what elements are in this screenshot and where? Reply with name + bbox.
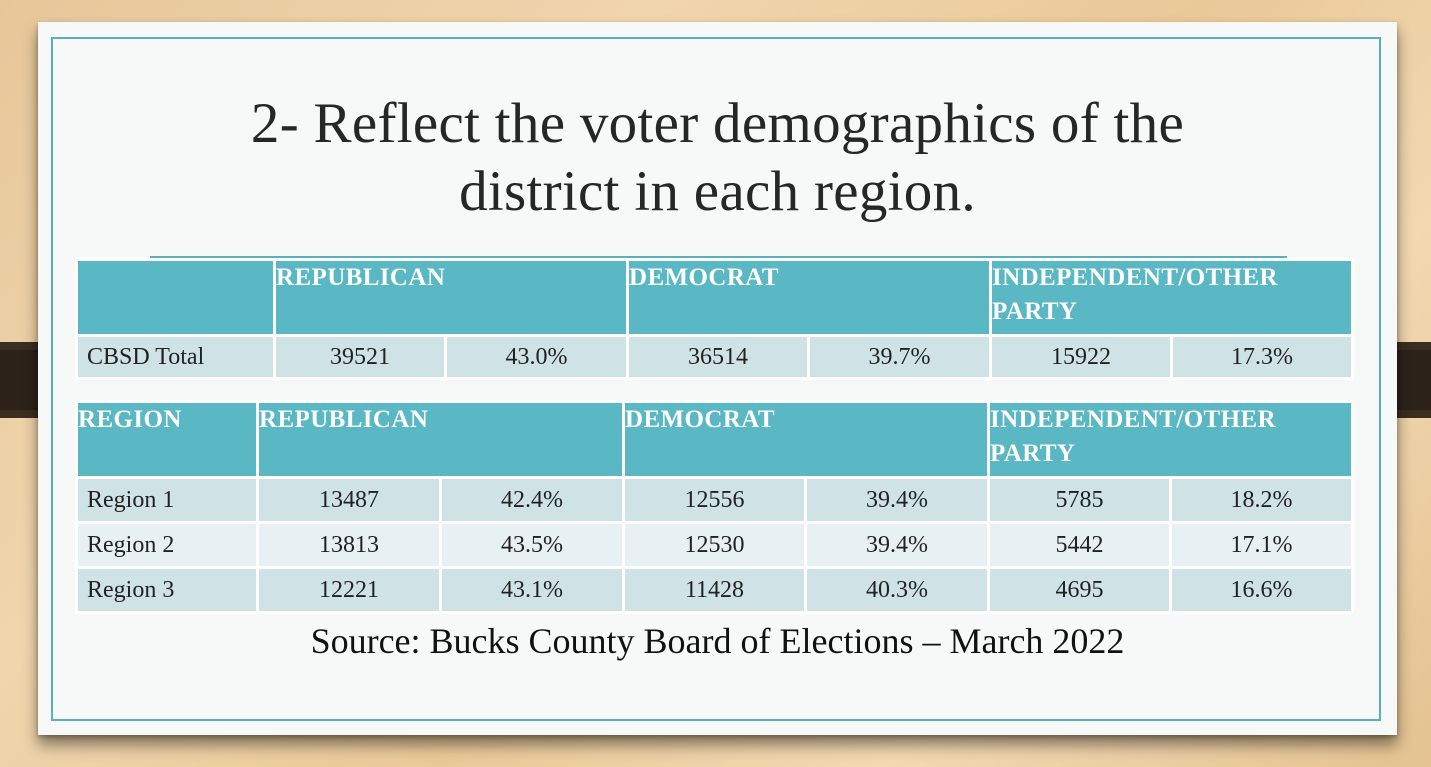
- democrat-percent: 39.4%: [804, 521, 990, 569]
- title-line-1: 2- Reflect the voter demographics of the: [250, 92, 1185, 155]
- democrat-count: 12556: [622, 476, 807, 524]
- slide-frame: [51, 37, 1381, 721]
- independent-percent: 17.1%: [1169, 521, 1354, 569]
- slide-title: 2- Reflect the voter demographics of the…: [98, 90, 1337, 226]
- republican-percent: 43.0%: [444, 334, 629, 380]
- row-label: CBSD Total: [75, 334, 276, 380]
- table-row: Region 3 12221 43.1% 11428 40.3% 4695 16…: [75, 566, 1354, 614]
- header-cell-blank: [75, 258, 276, 337]
- header-democrat: DEMOCRAT: [626, 258, 992, 337]
- region-table-header: REGION REPUBLICAN DEMOCRAT INDEPENDENT/O…: [75, 400, 1354, 479]
- header-independent: INDEPENDENT/OTHER PARTY: [987, 400, 1354, 479]
- header-region: REGION: [75, 400, 259, 479]
- header-independent: INDEPENDENT/OTHER PARTY: [989, 258, 1354, 337]
- republican-percent: 42.4%: [439, 476, 625, 524]
- republican-count: 13813: [256, 521, 442, 569]
- republican-percent: 43.5%: [439, 521, 625, 569]
- democrat-count: 11428: [622, 566, 807, 614]
- header-republican: REPUBLICAN: [256, 400, 625, 479]
- independent-percent: 16.6%: [1169, 566, 1354, 614]
- row-label: Region 3: [75, 566, 259, 614]
- republican-count: 39521: [273, 334, 447, 380]
- table-row: Region 1 13487 42.4% 12556 39.4% 5785 18…: [75, 476, 1354, 524]
- democrat-percent: 39.4%: [804, 476, 990, 524]
- independent-percent: 18.2%: [1169, 476, 1354, 524]
- slide: 2- Reflect the voter demographics of the…: [38, 22, 1397, 735]
- row-label: Region 1: [75, 476, 259, 524]
- republican-count: 12221: [256, 566, 442, 614]
- title-line-2: district in each region.: [459, 160, 976, 223]
- table-row: Region 2 13813 43.5% 12530 39.4% 5442 17…: [75, 521, 1354, 569]
- total-table-header: REPUBLICAN DEMOCRAT INDEPENDENT/OTHER PA…: [75, 258, 1354, 337]
- republican-percent: 43.1%: [439, 566, 625, 614]
- title-divider: [150, 256, 1287, 258]
- independent-count: 5442: [987, 521, 1172, 569]
- independent-count: 4695: [987, 566, 1172, 614]
- democrat-count: 12530: [622, 521, 807, 569]
- independent-count: 15922: [989, 334, 1173, 380]
- democrat-count: 36514: [626, 334, 810, 380]
- table-row: CBSD Total 39521 43.0% 36514 39.7% 15922…: [75, 334, 1354, 380]
- row-label: Region 2: [75, 521, 259, 569]
- democrat-percent: 40.3%: [804, 566, 990, 614]
- independent-count: 5785: [987, 476, 1172, 524]
- header-democrat: DEMOCRAT: [622, 400, 990, 479]
- region-table: REGION REPUBLICAN DEMOCRAT INDEPENDENT/O…: [75, 400, 1354, 614]
- democrat-percent: 39.7%: [807, 334, 992, 380]
- independent-percent: 17.3%: [1170, 334, 1354, 380]
- header-republican: REPUBLICAN: [273, 258, 629, 337]
- total-table: REPUBLICAN DEMOCRAT INDEPENDENT/OTHER PA…: [75, 258, 1354, 380]
- source-note: Source: Bucks County Board of Elections …: [310, 621, 1125, 661]
- republican-count: 13487: [256, 476, 442, 524]
